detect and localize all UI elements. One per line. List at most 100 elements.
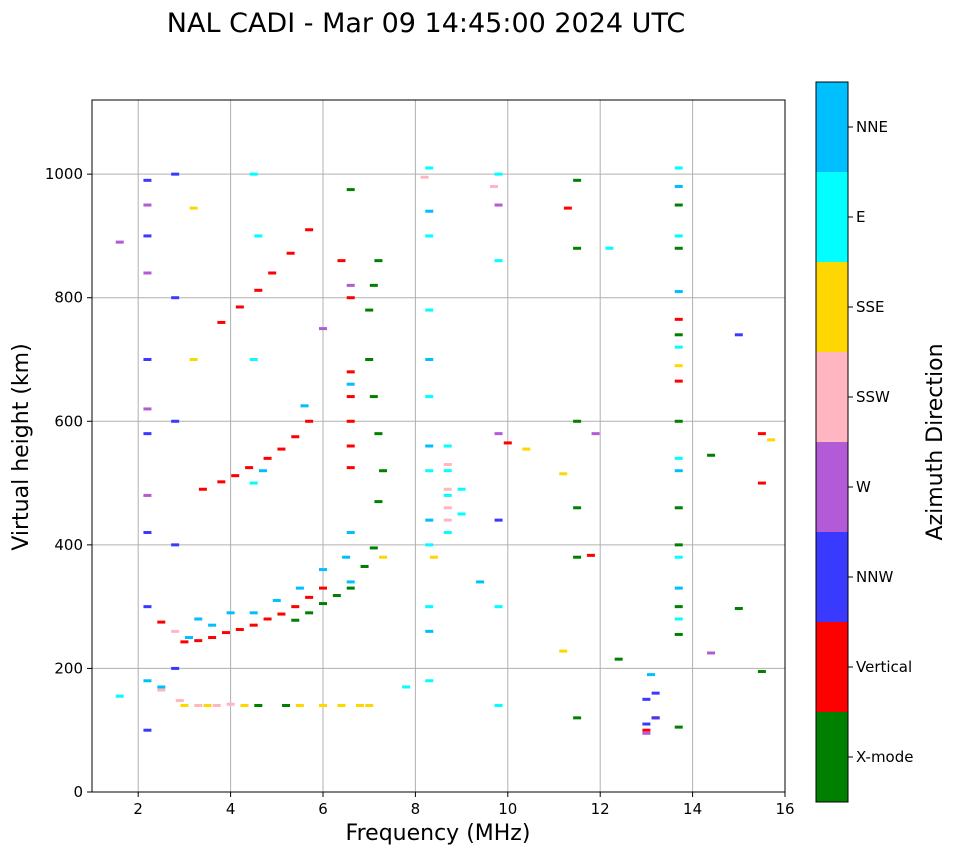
data-point	[379, 555, 388, 559]
data-point	[642, 722, 651, 726]
x-tick-label: 16	[775, 800, 794, 818]
data-point	[346, 531, 355, 534]
data-point	[374, 432, 383, 436]
data-point	[240, 704, 249, 707]
colorbar-label: NNE	[856, 118, 888, 136]
data-point	[221, 631, 230, 635]
data-point	[171, 419, 180, 423]
data-point	[180, 704, 189, 707]
data-point	[143, 493, 152, 497]
data-point	[494, 605, 503, 609]
data-point	[674, 246, 683, 250]
x-tick-label: 6	[318, 800, 328, 818]
data-point	[305, 595, 314, 599]
data-point	[443, 463, 452, 467]
data-point	[305, 611, 314, 615]
data-point	[651, 716, 660, 720]
data-point	[365, 358, 374, 361]
series-nnw	[143, 172, 743, 732]
colorbar-label: SSE	[856, 298, 885, 316]
data-point	[425, 629, 434, 633]
data-point	[734, 606, 743, 610]
data-point	[305, 228, 314, 232]
y-tick-label: 200	[54, 659, 83, 677]
y-tick-label: 1000	[45, 165, 83, 183]
colorbar-swatch	[816, 712, 848, 802]
data-point	[346, 466, 355, 470]
data-point	[319, 586, 327, 590]
data-point	[674, 234, 683, 238]
data-point	[203, 704, 212, 707]
plot-frame	[91, 99, 786, 793]
y-tick-label: 400	[54, 536, 83, 554]
plot-background	[92, 100, 785, 792]
data-point	[305, 419, 314, 423]
plot-area: 2 4 6 8 10 12 14 16 0 200 400 600 800 1000	[45, 99, 795, 818]
data-point	[425, 234, 434, 238]
data-point	[559, 649, 568, 653]
x-axis-label: Frequency (MHz)	[346, 821, 531, 846]
data-point	[226, 702, 235, 706]
colorbar-swatch	[816, 442, 848, 532]
data-point	[707, 453, 716, 457]
x-tick-label: 10	[498, 800, 517, 818]
data-point	[767, 438, 776, 442]
y-axis-label: Virtual height (km)	[9, 343, 34, 550]
data-point	[180, 640, 189, 644]
data-point	[425, 469, 434, 473]
data-point	[194, 639, 203, 643]
data-point	[143, 531, 152, 534]
data-point	[143, 605, 152, 609]
data-point	[143, 203, 152, 207]
data-point	[443, 518, 452, 522]
data-point	[194, 704, 203, 707]
data-point	[143, 234, 152, 238]
data-point	[674, 632, 683, 636]
data-point	[425, 605, 434, 609]
data-point	[143, 432, 152, 436]
data-point	[425, 209, 434, 213]
data-point	[291, 618, 300, 622]
data-point	[443, 487, 452, 491]
data-point	[674, 290, 683, 294]
data-point	[642, 728, 651, 732]
data-point	[494, 518, 503, 522]
colorbar-label: E	[856, 208, 865, 226]
data-point	[277, 447, 286, 451]
data-point	[346, 444, 355, 448]
data-point	[369, 546, 378, 550]
data-point	[249, 358, 258, 361]
data-point	[674, 605, 683, 609]
data-point	[300, 404, 309, 408]
data-point	[642, 731, 651, 735]
data-point	[319, 327, 327, 331]
data-point	[231, 474, 240, 478]
data-point	[757, 670, 766, 674]
data-point	[420, 175, 429, 179]
data-point	[235, 628, 244, 632]
series-nne	[143, 185, 683, 689]
data-point	[674, 185, 683, 188]
colorbar-swatch	[816, 352, 848, 442]
data-point	[295, 586, 304, 590]
data-point	[235, 305, 244, 309]
data-point	[374, 259, 383, 263]
data-point	[674, 166, 683, 170]
data-point	[272, 598, 281, 602]
colorbar-swatch	[816, 622, 848, 712]
data-point	[319, 704, 327, 707]
data-point	[674, 506, 683, 510]
data-point	[212, 704, 221, 707]
data-point	[245, 466, 254, 470]
series-w	[115, 203, 716, 735]
x-tick-label: 12	[591, 800, 610, 818]
y-tick-label: 0	[73, 783, 83, 801]
data-point	[263, 617, 272, 621]
data-point	[674, 203, 683, 207]
data-point	[346, 370, 355, 374]
data-point	[425, 358, 434, 361]
data-point	[115, 694, 124, 698]
data-point	[208, 636, 217, 640]
x-tick-label: 14	[683, 800, 702, 818]
data-point	[319, 602, 327, 606]
